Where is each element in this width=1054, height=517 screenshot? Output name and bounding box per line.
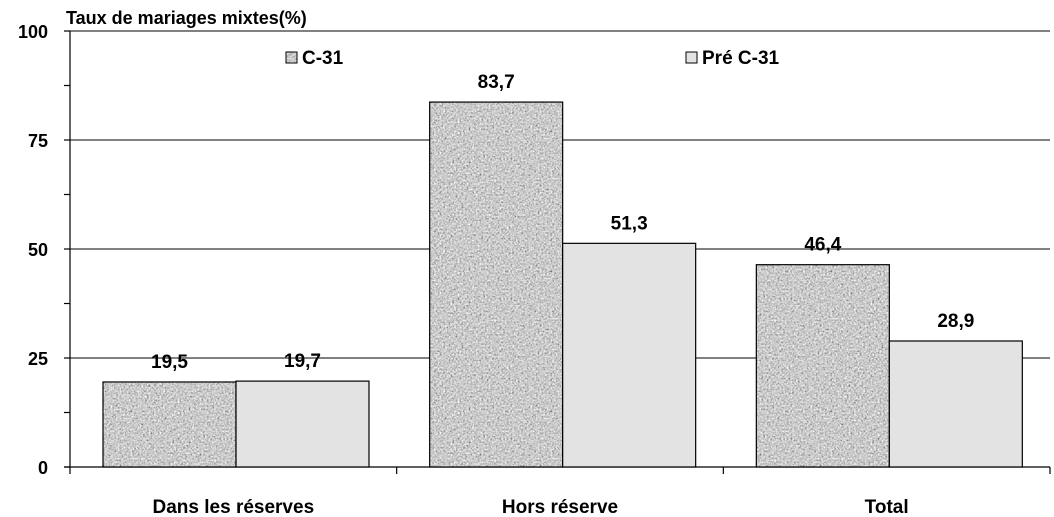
- legend-swatch: [685, 51, 698, 64]
- data-label: 19,7: [284, 351, 321, 372]
- legend-label: Pré C-31: [702, 48, 780, 69]
- data-label: 28,9: [937, 311, 974, 332]
- legend: C-31 Pré C-31: [285, 48, 780, 69]
- y-axis-title: Taux de mariages mixtes(%): [66, 8, 307, 28]
- bar-c31: [755, 264, 890, 468]
- data-label: 51,3: [611, 213, 648, 234]
- x-category-label: Hors réserve: [502, 497, 618, 517]
- y-tick-label: 50: [28, 240, 48, 260]
- bar-pre-c31: [888, 340, 1023, 468]
- legend-swatch: [285, 51, 298, 64]
- y-tick-label: 100: [18, 22, 48, 42]
- x-category-label: Dans les réserves: [153, 497, 315, 517]
- bar-pre-c31: [235, 380, 370, 468]
- data-label: 19,5: [151, 352, 188, 373]
- category-labels: Dans les réserves Hors réserve Total: [153, 497, 909, 517]
- bar-pre-c31: [562, 242, 697, 468]
- x-category-label: Total: [865, 497, 909, 517]
- y-tick-label: 0: [38, 458, 48, 478]
- legend-label: C-31: [302, 48, 344, 69]
- value-labels: 19,5 19,7 83,7 51,3 46,4 28,9: [151, 72, 974, 373]
- data-label: 46,4: [804, 235, 841, 256]
- data-label: 83,7: [478, 72, 515, 93]
- bar-c31: [429, 101, 564, 468]
- bars: [102, 101, 1023, 468]
- y-tick-label: 25: [28, 349, 48, 369]
- y-tick-label: 75: [28, 131, 48, 151]
- bar-c31: [102, 381, 237, 468]
